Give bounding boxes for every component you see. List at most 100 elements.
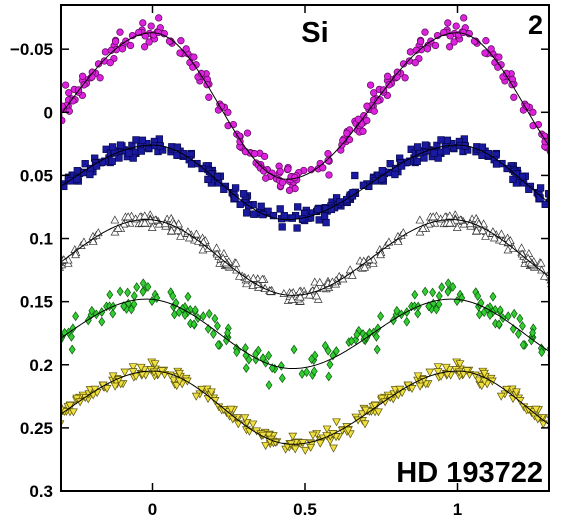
data-point	[383, 72, 392, 80]
data-point	[351, 171, 359, 180]
x-tick-label: 0	[148, 500, 157, 519]
data-point	[173, 151, 181, 159]
series-4-fit-line	[61, 298, 549, 370]
data-point	[370, 107, 378, 115]
data-point	[531, 405, 541, 414]
data-point	[315, 439, 325, 448]
data-point	[322, 425, 332, 434]
data-point	[106, 59, 114, 67]
data-point	[128, 141, 136, 150]
data-point	[84, 315, 92, 326]
data-point	[496, 305, 504, 316]
data-point	[445, 43, 454, 51]
data-point	[184, 233, 194, 242]
panel-number: 2	[528, 10, 543, 40]
data-point	[474, 291, 482, 302]
data-point	[525, 185, 533, 193]
data-point	[374, 408, 383, 417]
data-point	[477, 297, 485, 308]
data-point	[415, 382, 425, 391]
data-point	[481, 231, 490, 240]
data-point	[391, 170, 399, 179]
data-point	[310, 366, 318, 377]
data-point	[123, 212, 133, 221]
data-point	[128, 363, 138, 372]
data-point	[536, 184, 545, 192]
data-point	[336, 198, 344, 206]
data-point	[478, 143, 487, 151]
data-point	[155, 14, 163, 22]
data-point	[411, 59, 419, 67]
data-point	[372, 331, 380, 342]
data-point	[376, 250, 385, 259]
data-point	[290, 344, 298, 355]
data-point	[125, 149, 133, 157]
data-point	[236, 138, 244, 146]
data-point	[497, 229, 506, 238]
data-point	[278, 373, 286, 384]
data-point	[108, 143, 117, 151]
y-tick-label: 0.1	[29, 230, 53, 249]
data-point	[177, 37, 185, 45]
data-point	[262, 174, 270, 182]
data-point	[496, 392, 506, 401]
data-point	[145, 38, 153, 46]
data-point	[154, 370, 163, 379]
data-point	[441, 363, 451, 372]
y-tick-label: 0	[44, 103, 53, 122]
data-point	[116, 28, 124, 36]
data-point	[523, 253, 533, 262]
data-point	[484, 150, 493, 158]
data-point	[452, 222, 462, 231]
data-point	[319, 164, 327, 172]
data-point	[327, 205, 336, 214]
data-point	[329, 444, 338, 453]
data-point	[393, 305, 401, 316]
data-point	[529, 327, 537, 338]
data-point	[423, 45, 432, 53]
data-point	[279, 288, 289, 297]
data-point	[101, 48, 110, 56]
data-point	[212, 243, 221, 252]
data-point	[519, 321, 526, 331]
data-point	[455, 360, 465, 369]
data-point	[462, 367, 472, 376]
data-point	[109, 308, 117, 319]
data-point	[310, 277, 320, 286]
data-point	[414, 308, 422, 319]
data-point	[320, 212, 329, 220]
data-point	[139, 286, 147, 297]
y-tick-label: 0.15	[20, 293, 53, 312]
data-point	[374, 323, 382, 334]
data-point	[233, 347, 241, 358]
data-point	[129, 154, 137, 162]
data-point	[459, 370, 468, 379]
data-point	[111, 37, 120, 46]
data-point	[437, 136, 445, 144]
data-point	[173, 143, 182, 151]
data-point	[176, 231, 185, 240]
data-point	[108, 157, 116, 165]
y-tick-label: −0.05	[10, 40, 53, 59]
data-point	[406, 48, 415, 56]
data-point	[538, 347, 546, 358]
data-point	[218, 253, 228, 262]
data-point	[207, 388, 216, 397]
data-point	[458, 293, 466, 303]
series-2-fit-line	[61, 144, 549, 221]
data-point	[276, 205, 284, 213]
data-point	[311, 350, 319, 361]
data-point	[86, 170, 94, 179]
data-point	[487, 45, 495, 53]
data-point	[175, 369, 184, 378]
y-tick-label: 0.25	[20, 419, 53, 438]
data-point	[157, 367, 167, 376]
data-point	[154, 219, 164, 228]
data-point	[116, 286, 124, 297]
data-point	[438, 282, 446, 293]
data-point	[118, 45, 127, 53]
data-point	[421, 28, 429, 36]
data-point	[128, 368, 138, 377]
data-point	[326, 359, 334, 370]
plot-frame	[60, 4, 550, 492]
